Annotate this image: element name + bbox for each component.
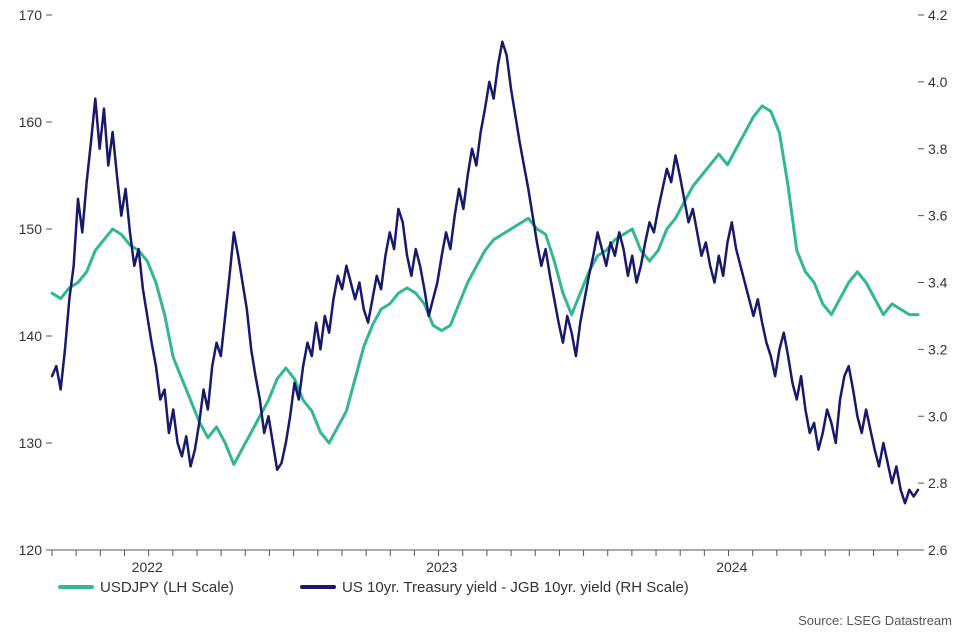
svg-text:3.8: 3.8: [928, 141, 948, 157]
chart-svg: 120 130 140 150 160 170 2.6 2.8 3.0 3.2 3.4 3.6 3.8 4…: [0, 0, 960, 642]
svg-text:4.2: 4.2: [928, 7, 948, 23]
svg-text:120: 120: [19, 542, 43, 558]
svg-text:4.0: 4.0: [928, 74, 948, 90]
source-label: Source: LSEG Datastream: [798, 613, 952, 628]
svg-text:2023: 2023: [426, 559, 457, 575]
svg-text:170: 170: [19, 7, 43, 23]
svg-text:3.4: 3.4: [928, 275, 948, 291]
svg-text:140: 140: [19, 328, 43, 344]
svg-text:150: 150: [19, 221, 43, 237]
dual-axis-line-chart: 120 130 140 150 160 170 2.6 2.8 3.0 3.2 3.4 3.6 3.8 4…: [0, 0, 960, 642]
svg-text:130: 130: [19, 435, 43, 451]
svg-text:3.0: 3.0: [928, 408, 948, 424]
svg-text:3.6: 3.6: [928, 208, 948, 224]
svg-text:3.2: 3.2: [928, 341, 948, 357]
svg-text:2.6: 2.6: [928, 542, 948, 558]
legend-label-usdjpy: USDJPY (LH Scale): [100, 579, 234, 596]
svg-text:160: 160: [19, 114, 43, 130]
legend-label-spread: US 10yr. Treasury yield - JGB 10yr. yiel…: [342, 579, 689, 596]
svg-text:2.8: 2.8: [928, 475, 948, 491]
svg-text:2024: 2024: [716, 559, 747, 575]
svg-text:2022: 2022: [132, 559, 163, 575]
